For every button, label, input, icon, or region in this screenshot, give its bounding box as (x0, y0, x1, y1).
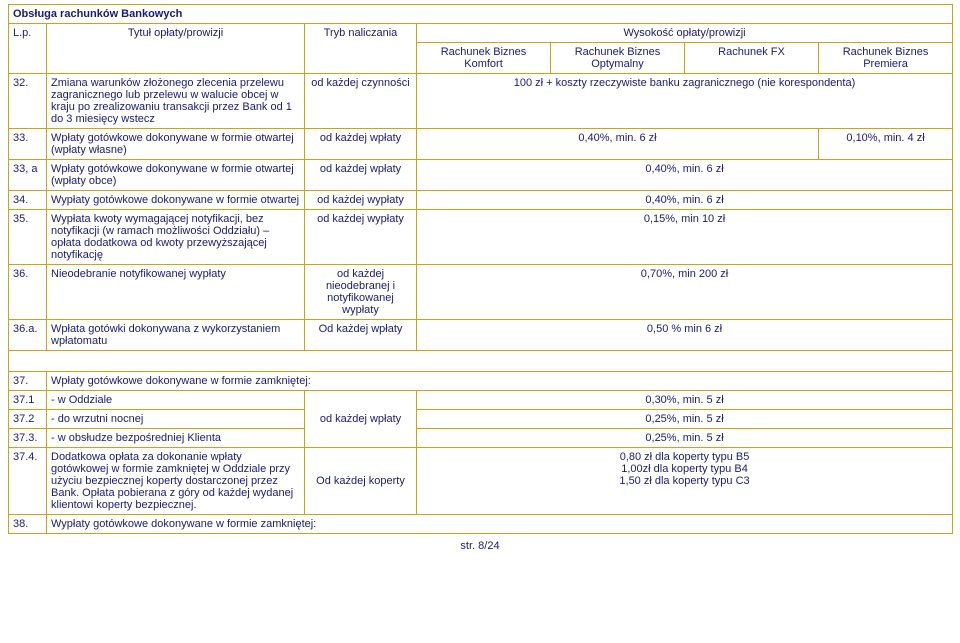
section-header-row: 37. Wpłaty gotówkowe dokonywane w formie… (9, 372, 953, 391)
fee-table: Obsługa rachunków Bankowych L.p. Tytuł o… (8, 4, 953, 534)
page-container: Obsługa rachunków Bankowych L.p. Tytuł o… (0, 0, 960, 560)
cell-tytul: Wpłaty gotówkowe dokonywane w formie zam… (47, 372, 953, 391)
cell-lp: 33. (9, 129, 47, 160)
cell-tytul: Wpłata gotówki dokonywana z wykorzystani… (47, 320, 305, 351)
col-komfort: Rachunek Biznes Komfort (417, 43, 551, 74)
cell-tryb: od każdej wypłaty (305, 210, 417, 265)
cell-value: 0,40%, min. 6 zł (417, 160, 953, 191)
table-row: 34. Wypłaty gotówkowe dokonywane w formi… (9, 191, 953, 210)
cell-lp: 36.a. (9, 320, 47, 351)
table-row: 36.a. Wpłata gotówki dokonywana z wykorz… (9, 320, 953, 351)
table-row: 33, a Wpłaty gotówkowe dokonywane w form… (9, 160, 953, 191)
section-header-row: 38. Wypłaty gotówkowe dokonywane w formi… (9, 515, 953, 534)
cell-lp: 32. (9, 74, 47, 129)
cell-lp: 37.2 (9, 410, 47, 429)
koperty-line: 1,50 zł dla koperty typu C3 (421, 475, 948, 487)
cell-tytul: - w Oddziale (47, 391, 305, 410)
cell-tytul: Wpłaty gotówkowe dokonywane w formie otw… (47, 160, 305, 191)
cell-value: 0,25%, min. 5 zł (417, 429, 953, 448)
cell-lp: 38. (9, 515, 47, 534)
cell-tryb: od każdej wpłaty (305, 129, 417, 160)
cell-tytul: - do wrzutni nocnej (47, 410, 305, 429)
table-row: 32. Zmiana warunków złożonego zlecenia p… (9, 74, 953, 129)
cell-value: 0,40%, min. 6 zł (417, 129, 819, 160)
cell-value: 100 zł + koszty rzeczywiste banku zagran… (417, 74, 953, 129)
table-title-row: Obsługa rachunków Bankowych (9, 5, 953, 24)
table-row: 35. Wypłata kwoty wymagającej notyfikacj… (9, 210, 953, 265)
col-fx: Rachunek FX (685, 43, 819, 74)
cell-tytul: Wpłaty gotówkowe dokonywane w formie otw… (47, 129, 305, 160)
cell-lp: 37.1 (9, 391, 47, 410)
table-row: 37.4. Dodatkowa opłata za dokonanie wpła… (9, 448, 953, 515)
col-optymalny: Rachunek Biznes Optymalny (551, 43, 685, 74)
cell-tytul: Wypłaty gotówkowe dokonywane w formie ot… (47, 191, 305, 210)
cell-tytul: Dodatkowa opłata za dokonanie wpłaty got… (47, 448, 305, 515)
table-row: 37.2 - do wrzutni nocnej 0,25%, min. 5 z… (9, 410, 953, 429)
cell-tryb: od każdej wypłaty (305, 191, 417, 210)
col-tryb: Tryb naliczania (305, 24, 417, 74)
table-row: 37.1 - w Oddziale od każdej wpłaty 0,30%… (9, 391, 953, 410)
col-lp: L.p. (9, 24, 47, 74)
col-tytul: Tytuł opłaty/prowizji (47, 24, 305, 74)
cell-tytul: - w obsłudze bezpośredniej Klienta (47, 429, 305, 448)
koperty-line: 1,00zł dla koperty typu B4 (421, 463, 948, 475)
cell-lp: 34. (9, 191, 47, 210)
table-row: 36. Nieodebranie notyfikowanej wypłaty o… (9, 265, 953, 320)
cell-lp: 37. (9, 372, 47, 391)
cell-value: 0,70%, min 200 zł (417, 265, 953, 320)
cell-lp: 36. (9, 265, 47, 320)
spacer-row (9, 351, 953, 372)
cell-lp: 33, a (9, 160, 47, 191)
cell-lp: 37.4. (9, 448, 47, 515)
cell-tryb: od każdej wpłaty (305, 391, 417, 448)
table-row: 37.3. - w obsłudze bezpośredniej Klienta… (9, 429, 953, 448)
cell-tryb: od każdej czynności (305, 74, 417, 129)
header-row-1: L.p. Tytuł opłaty/prowizji Tryb naliczan… (9, 24, 953, 43)
cell-lp: 35. (9, 210, 47, 265)
cell-value: 0,30%, min. 5 zł (417, 391, 953, 410)
page-footer: str. 8/24 (8, 540, 952, 552)
cell-tytul: Zmiana warunków złożonego zlecenia przel… (47, 74, 305, 129)
cell-value: 0,80 zł dla koperty typu B5 1,00zł dla k… (417, 448, 953, 515)
cell-value: 0,15%, min 10 zł (417, 210, 953, 265)
cell-tryb: Od każdej wpłaty (305, 320, 417, 351)
cell-value: 0,25%, min. 5 zł (417, 410, 953, 429)
table-title: Obsługa rachunków Bankowych (9, 5, 953, 24)
cell-tytul: Nieodebranie notyfikowanej wypłaty (47, 265, 305, 320)
koperty-line: 0,80 zł dla koperty typu B5 (421, 451, 948, 463)
cell-tytul: Wypłata kwoty wymagającej notyfikacji, b… (47, 210, 305, 265)
cell-tryb: Od każdej koperty (305, 448, 417, 515)
cell-lp: 37.3. (9, 429, 47, 448)
cell-value: 0,50 % min 6 zł (417, 320, 953, 351)
cell-tytul: Wypłaty gotówkowe dokonywane w formie za… (47, 515, 953, 534)
col-wysokosc: Wysokość opłaty/prowizji (417, 24, 953, 43)
col-premiera: Rachunek Biznes Premiera (819, 43, 953, 74)
cell-tryb: od każdej wpłaty (305, 160, 417, 191)
cell-value: 0,10%, min. 4 zł (819, 129, 953, 160)
cell-value: 0,40%, min. 6 zł (417, 191, 953, 210)
table-row: 33. Wpłaty gotówkowe dokonywane w formie… (9, 129, 953, 160)
cell-tryb: od każdej nieodebranej i notyfikowanej w… (305, 265, 417, 320)
